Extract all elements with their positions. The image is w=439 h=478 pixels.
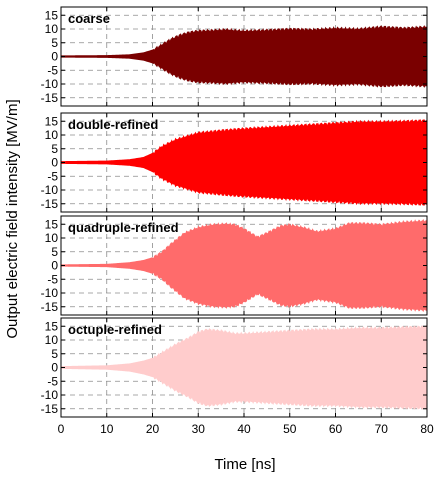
y-tick-label: 0 (51, 361, 58, 375)
x-tick-label: 40 (237, 422, 251, 436)
panel-label: quadruple-refined (68, 220, 179, 235)
y-tick-label: -10 (41, 286, 59, 300)
x-tick-label: 70 (375, 422, 389, 436)
y-tick-label: 5 (51, 142, 58, 156)
y-tick-label: 5 (51, 245, 58, 259)
y-tick-label: -15 (41, 402, 59, 416)
y-axis-title: Output electric field intensity [MV/m] (4, 99, 21, 338)
y-tick-label: 0 (51, 50, 58, 64)
y-tick-label: -10 (41, 388, 59, 402)
y-tick-label: -5 (47, 63, 58, 77)
y-tick-label: -15 (41, 300, 59, 314)
series-envelope-double-refined (61, 119, 427, 206)
series-envelope-coarse (61, 25, 427, 88)
y-tick-label: 15 (45, 319, 59, 333)
y-tick-label: 15 (45, 217, 59, 231)
series-envelope-octuple-refined (61, 324, 427, 411)
panel-label: coarse (68, 11, 110, 26)
y-tick-label: -5 (47, 272, 58, 286)
y-tick-label: -10 (41, 77, 59, 91)
x-tick-label: 0 (58, 422, 65, 436)
y-tick-label: 5 (51, 36, 58, 50)
x-tick-label: 80 (420, 422, 434, 436)
x-tick-label: 30 (192, 422, 206, 436)
x-tick-label: 50 (283, 422, 297, 436)
y-tick-label: 10 (45, 333, 59, 347)
y-tick-label: -5 (47, 374, 58, 388)
y-tick-label: 10 (45, 231, 59, 245)
y-tick-label: 0 (51, 156, 58, 170)
y-tick-label: -10 (41, 183, 59, 197)
y-tick-label: -15 (41, 91, 59, 105)
series-envelope-quadruple-refined (61, 218, 427, 313)
y-tick-label: 15 (45, 114, 59, 128)
panel-label: octuple-refined (68, 322, 162, 337)
y-tick-label: 10 (45, 22, 59, 36)
panel-label: double-refined (68, 117, 158, 132)
y-tick-label: 15 (45, 8, 59, 22)
x-tick-label: 20 (146, 422, 160, 436)
y-tick-label: -5 (47, 169, 58, 183)
y-tick-label: 0 (51, 259, 58, 273)
x-tick-label: 10 (100, 422, 114, 436)
x-axis: 0 10 20 30 40 50 60 70 80 (58, 422, 434, 436)
y-tick-label: -15 (41, 197, 59, 211)
y-tick-label: 5 (51, 347, 58, 361)
x-tick-label: 60 (329, 422, 343, 436)
x-axis-title: Time [ns] (214, 456, 275, 473)
y-tick-label: 10 (45, 128, 59, 142)
